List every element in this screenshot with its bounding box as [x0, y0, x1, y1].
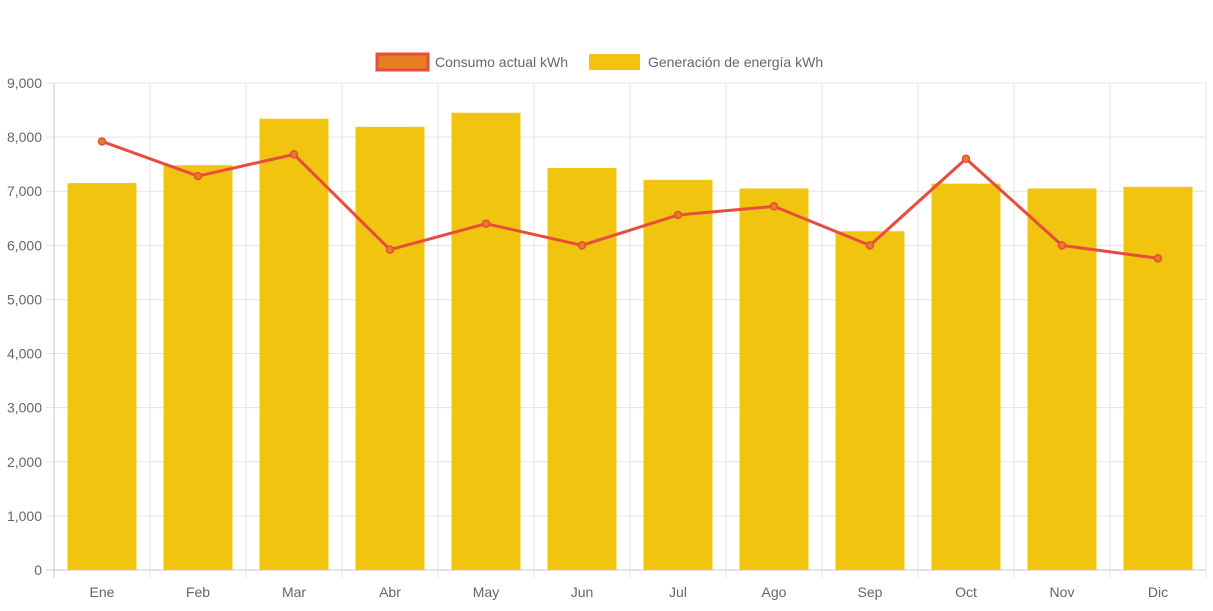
chart-axes: 0 1,000 2,000 3,000 4,000 5,000 6,000 7,000 8,00…	[7, 75, 1168, 600]
x-tick-label: Abr	[379, 584, 401, 600]
legend-label-consumo[interactable]: Consumo actual kWh	[435, 54, 568, 70]
bar-feb[interactable]	[163, 165, 233, 570]
line-point-ago[interactable]	[769, 202, 779, 211]
bar-series	[67, 112, 1193, 571]
line-series	[97, 137, 1163, 263]
line-point-abr[interactable]	[385, 245, 395, 254]
legend-swatch-consumo[interactable]	[375, 52, 430, 72]
bar-jul[interactable]	[643, 179, 713, 570]
line-point-may[interactable]	[481, 219, 491, 228]
line-point-feb[interactable]	[193, 171, 203, 181]
y-tick-label: 0	[34, 562, 42, 578]
y-tick-label: 5,000	[7, 291, 42, 307]
line-point-mar[interactable]	[289, 150, 299, 159]
x-tick-label: Ago	[762, 584, 787, 600]
bar-dic[interactable]	[1123, 186, 1193, 571]
y-tick-label: 8,000	[7, 129, 42, 145]
x-tick-label: Feb	[186, 584, 210, 600]
bar-ene[interactable]	[67, 183, 137, 570]
line-point-jun[interactable]	[577, 241, 587, 250]
line-point-jul[interactable]	[673, 210, 683, 220]
x-tick-label: Ene	[90, 584, 115, 600]
x-tick-label: Mar	[282, 584, 306, 600]
bar-mar[interactable]	[259, 118, 329, 571]
y-tick-label: 4,000	[7, 346, 42, 362]
line-point-sep[interactable]	[865, 241, 875, 250]
bar-abr[interactable]	[355, 126, 425, 570]
line-point-dic[interactable]	[1153, 254, 1163, 263]
x-tick-label: Nov	[1050, 584, 1075, 600]
line-point-nov[interactable]	[1057, 241, 1067, 250]
y-tick-label: 3,000	[7, 400, 42, 416]
x-tick-label: Dic	[1148, 584, 1168, 600]
x-tick-label: Jun	[571, 584, 594, 600]
line-point-oct[interactable]	[961, 154, 971, 164]
line-point-ene[interactable]	[97, 137, 107, 146]
y-tick-label: 2,000	[7, 454, 42, 470]
bar-jun[interactable]	[547, 167, 617, 570]
legend-label-generacion[interactable]: Generación de energía kWh	[648, 54, 823, 70]
bar-ago[interactable]	[739, 188, 809, 570]
bar-nov[interactable]	[1027, 188, 1097, 570]
bar-oct[interactable]	[931, 183, 1001, 570]
y-tick-label: 6,000	[7, 237, 42, 253]
y-tick-label: 7,000	[7, 183, 42, 199]
y-tick-label: 1,000	[7, 508, 42, 524]
consumption-line	[101, 140, 1159, 260]
bar-may[interactable]	[451, 112, 521, 570]
x-tick-label: Jul	[669, 584, 687, 600]
chart-legend: Consumo actual kWh Generación de energía …	[375, 52, 823, 72]
chart-grid	[46, 82, 1207, 578]
x-tick-label: Oct	[955, 584, 977, 600]
bar-sep[interactable]	[835, 231, 905, 570]
x-tick-label: May	[473, 584, 499, 600]
legend-swatch-generacion[interactable]	[589, 54, 640, 70]
y-tick-label: 9,000	[7, 75, 42, 91]
x-tick-label: Sep	[858, 584, 883, 600]
